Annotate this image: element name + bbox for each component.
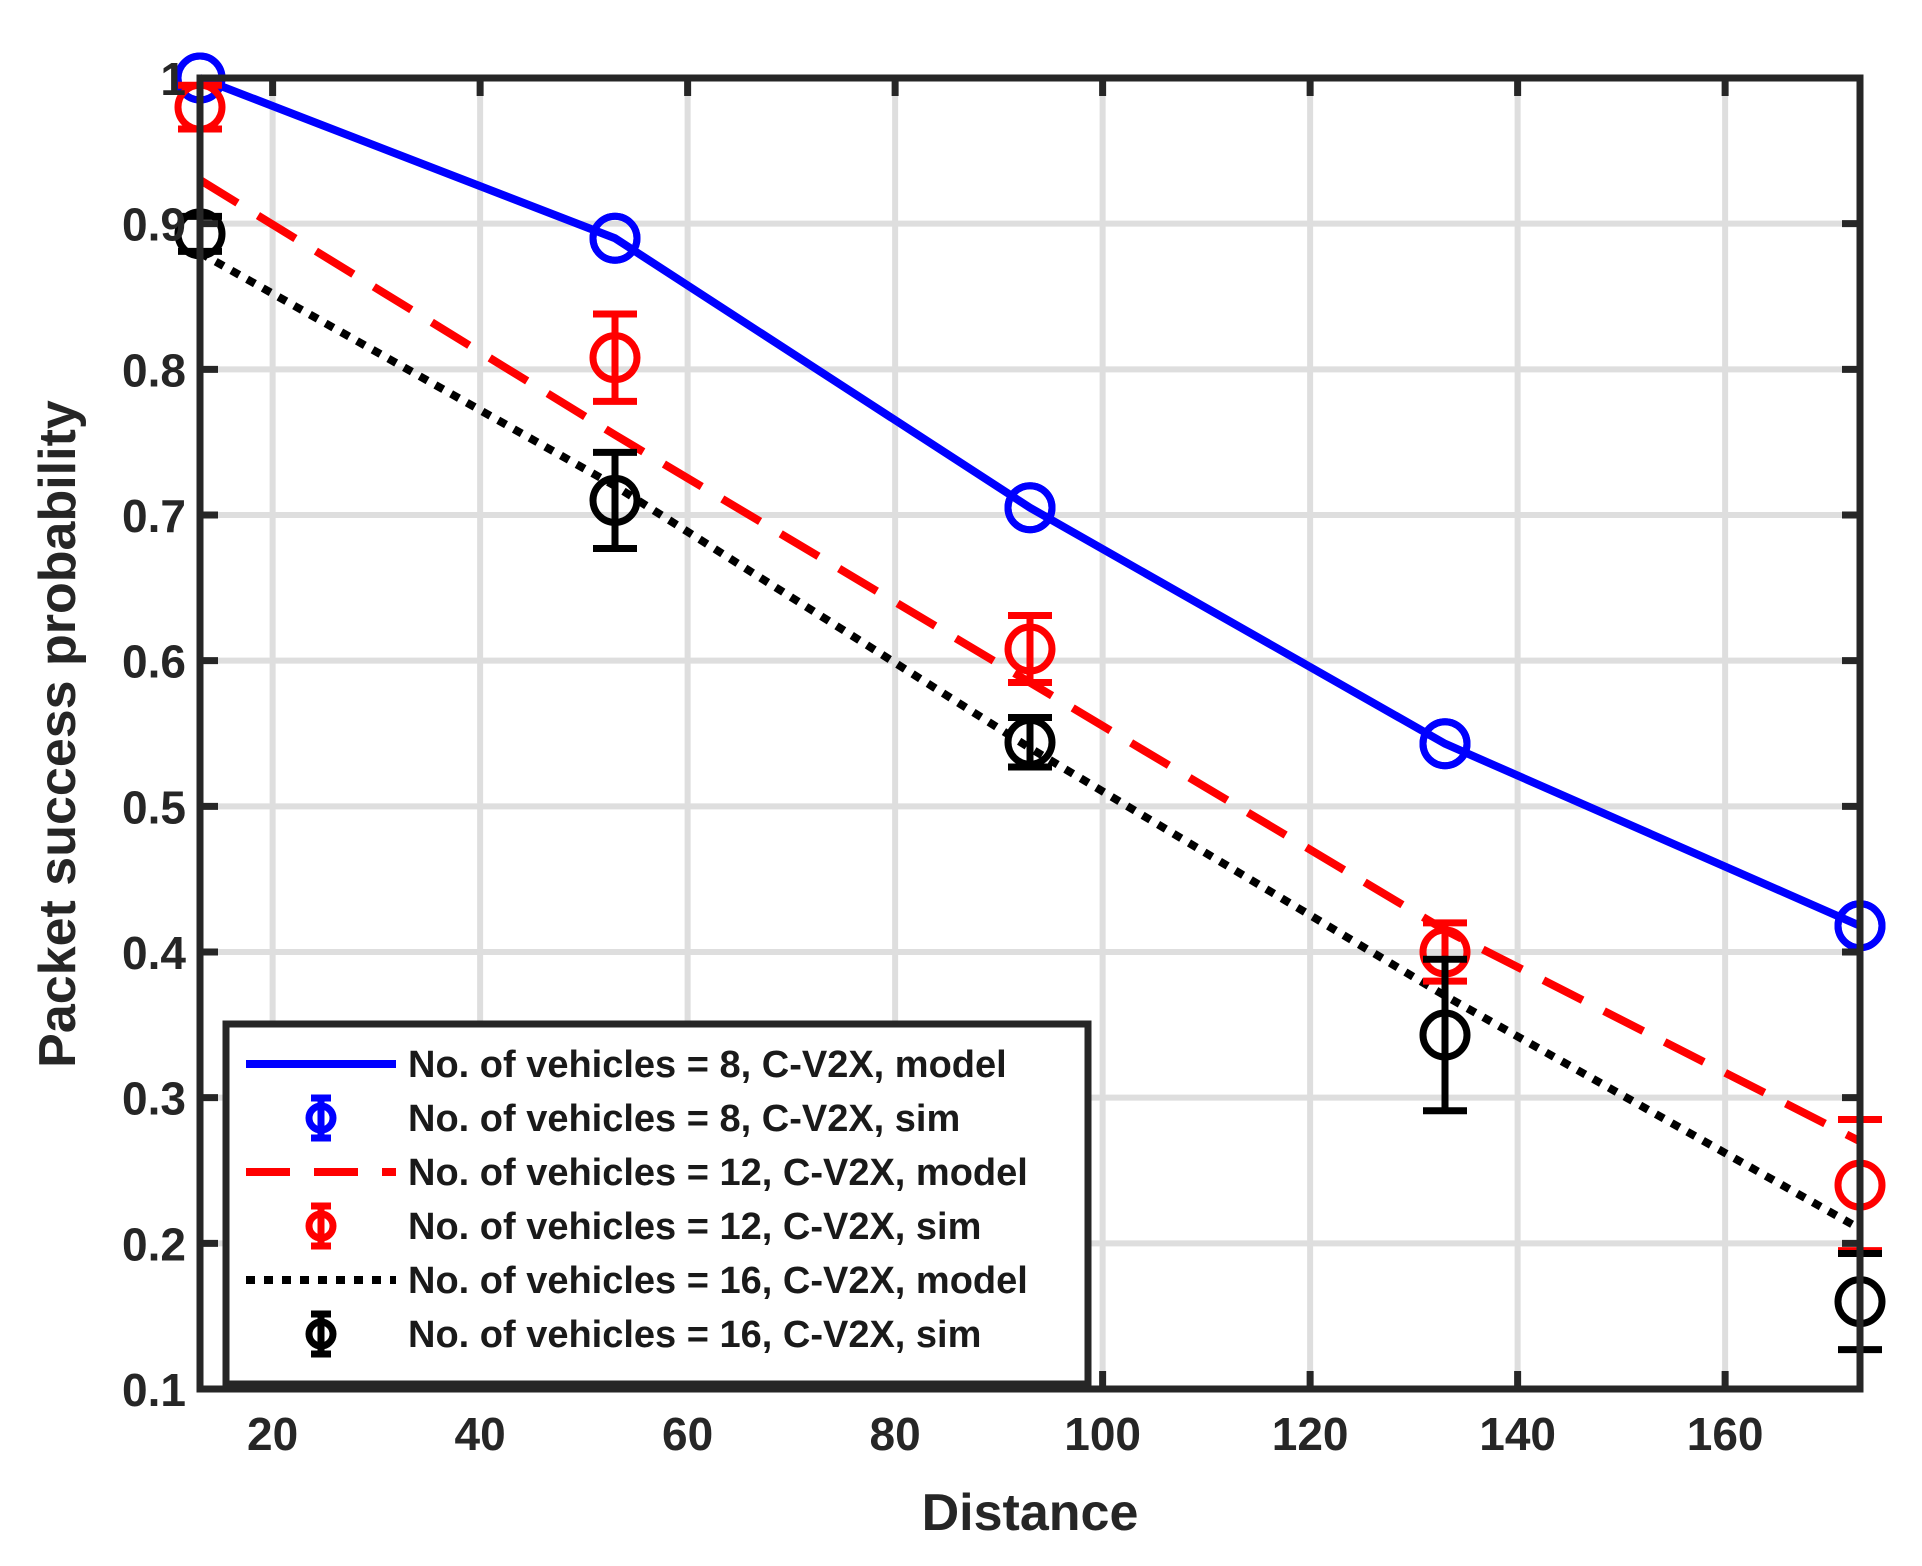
legend-entry-label: No. of vehicles = 16, C-V2X, sim [408,1314,981,1356]
x-tick-label: 120 [1272,1408,1349,1460]
sim-marker-5 [589,474,641,526]
y-tick-label: 0.3 [122,1073,186,1125]
y-tick-label: 0.4 [122,927,186,979]
sim-marker-3 [589,332,641,384]
series-line-4 [198,249,1862,1233]
y-axis-label: Packet success probability [29,400,87,1068]
sim-marker-5 [1419,1009,1471,1061]
y-tick-label: 0.8 [122,344,186,396]
y-tick-label: 0.6 [122,636,186,688]
legend-entry-label: No. of vehicles = 16, C-V2X, model [408,1260,1028,1302]
legend-entry-label: No. of vehicles = 8, C-V2X, model [408,1044,1007,1086]
y-tick-label: 0.5 [122,781,186,833]
y-tick-label: 0.7 [122,490,186,542]
axis-ticks: 20 40 60 80 100 120 140 160 0.1 0.2 0.3 0.4 0.5 0.6 0.… [122,53,1860,1460]
series-line-0 [198,74,1862,930]
x-tick-label: 160 [1687,1408,1764,1460]
sim-marker-5 [1004,716,1056,768]
y-tick-label: 1 [160,53,186,105]
x-tick-label: 80 [870,1408,921,1460]
x-axis-label: Distance [922,1484,1139,1542]
sim-marker-1 [589,212,641,264]
legend-entry-label: No. of vehicles = 8, C-V2X, sim [408,1098,960,1140]
sim-marker-1 [1004,482,1056,534]
x-tick-label: 60 [662,1408,713,1460]
legend-marker-swatch [305,1318,337,1350]
legend-box [222,1020,1092,1388]
x-tick-label: 40 [455,1408,506,1460]
y-tick-label: 0.2 [122,1218,186,1270]
x-tick-label: 20 [247,1408,298,1460]
y-tick-label: 0.1 [122,1364,186,1416]
x-tick-label: 100 [1064,1408,1141,1460]
y-tick-label: 0.9 [122,199,186,251]
sim-marker-1 [1419,718,1471,770]
x-tick-label: 140 [1479,1408,1556,1460]
legend-entry-label: No. of vehicles = 12, C-V2X, sim [408,1206,981,1248]
legend-entry-label: No. of vehicles = 12, C-V2X, model [408,1152,1028,1194]
legend-marker-swatch [305,1210,337,1242]
axes-box [196,74,1864,1393]
legend-marker-swatch [305,1102,337,1134]
sim-marker-3 [1004,623,1056,675]
legend: No. of vehicles = 8, C-V2X, model No. of … [222,1020,1092,1388]
